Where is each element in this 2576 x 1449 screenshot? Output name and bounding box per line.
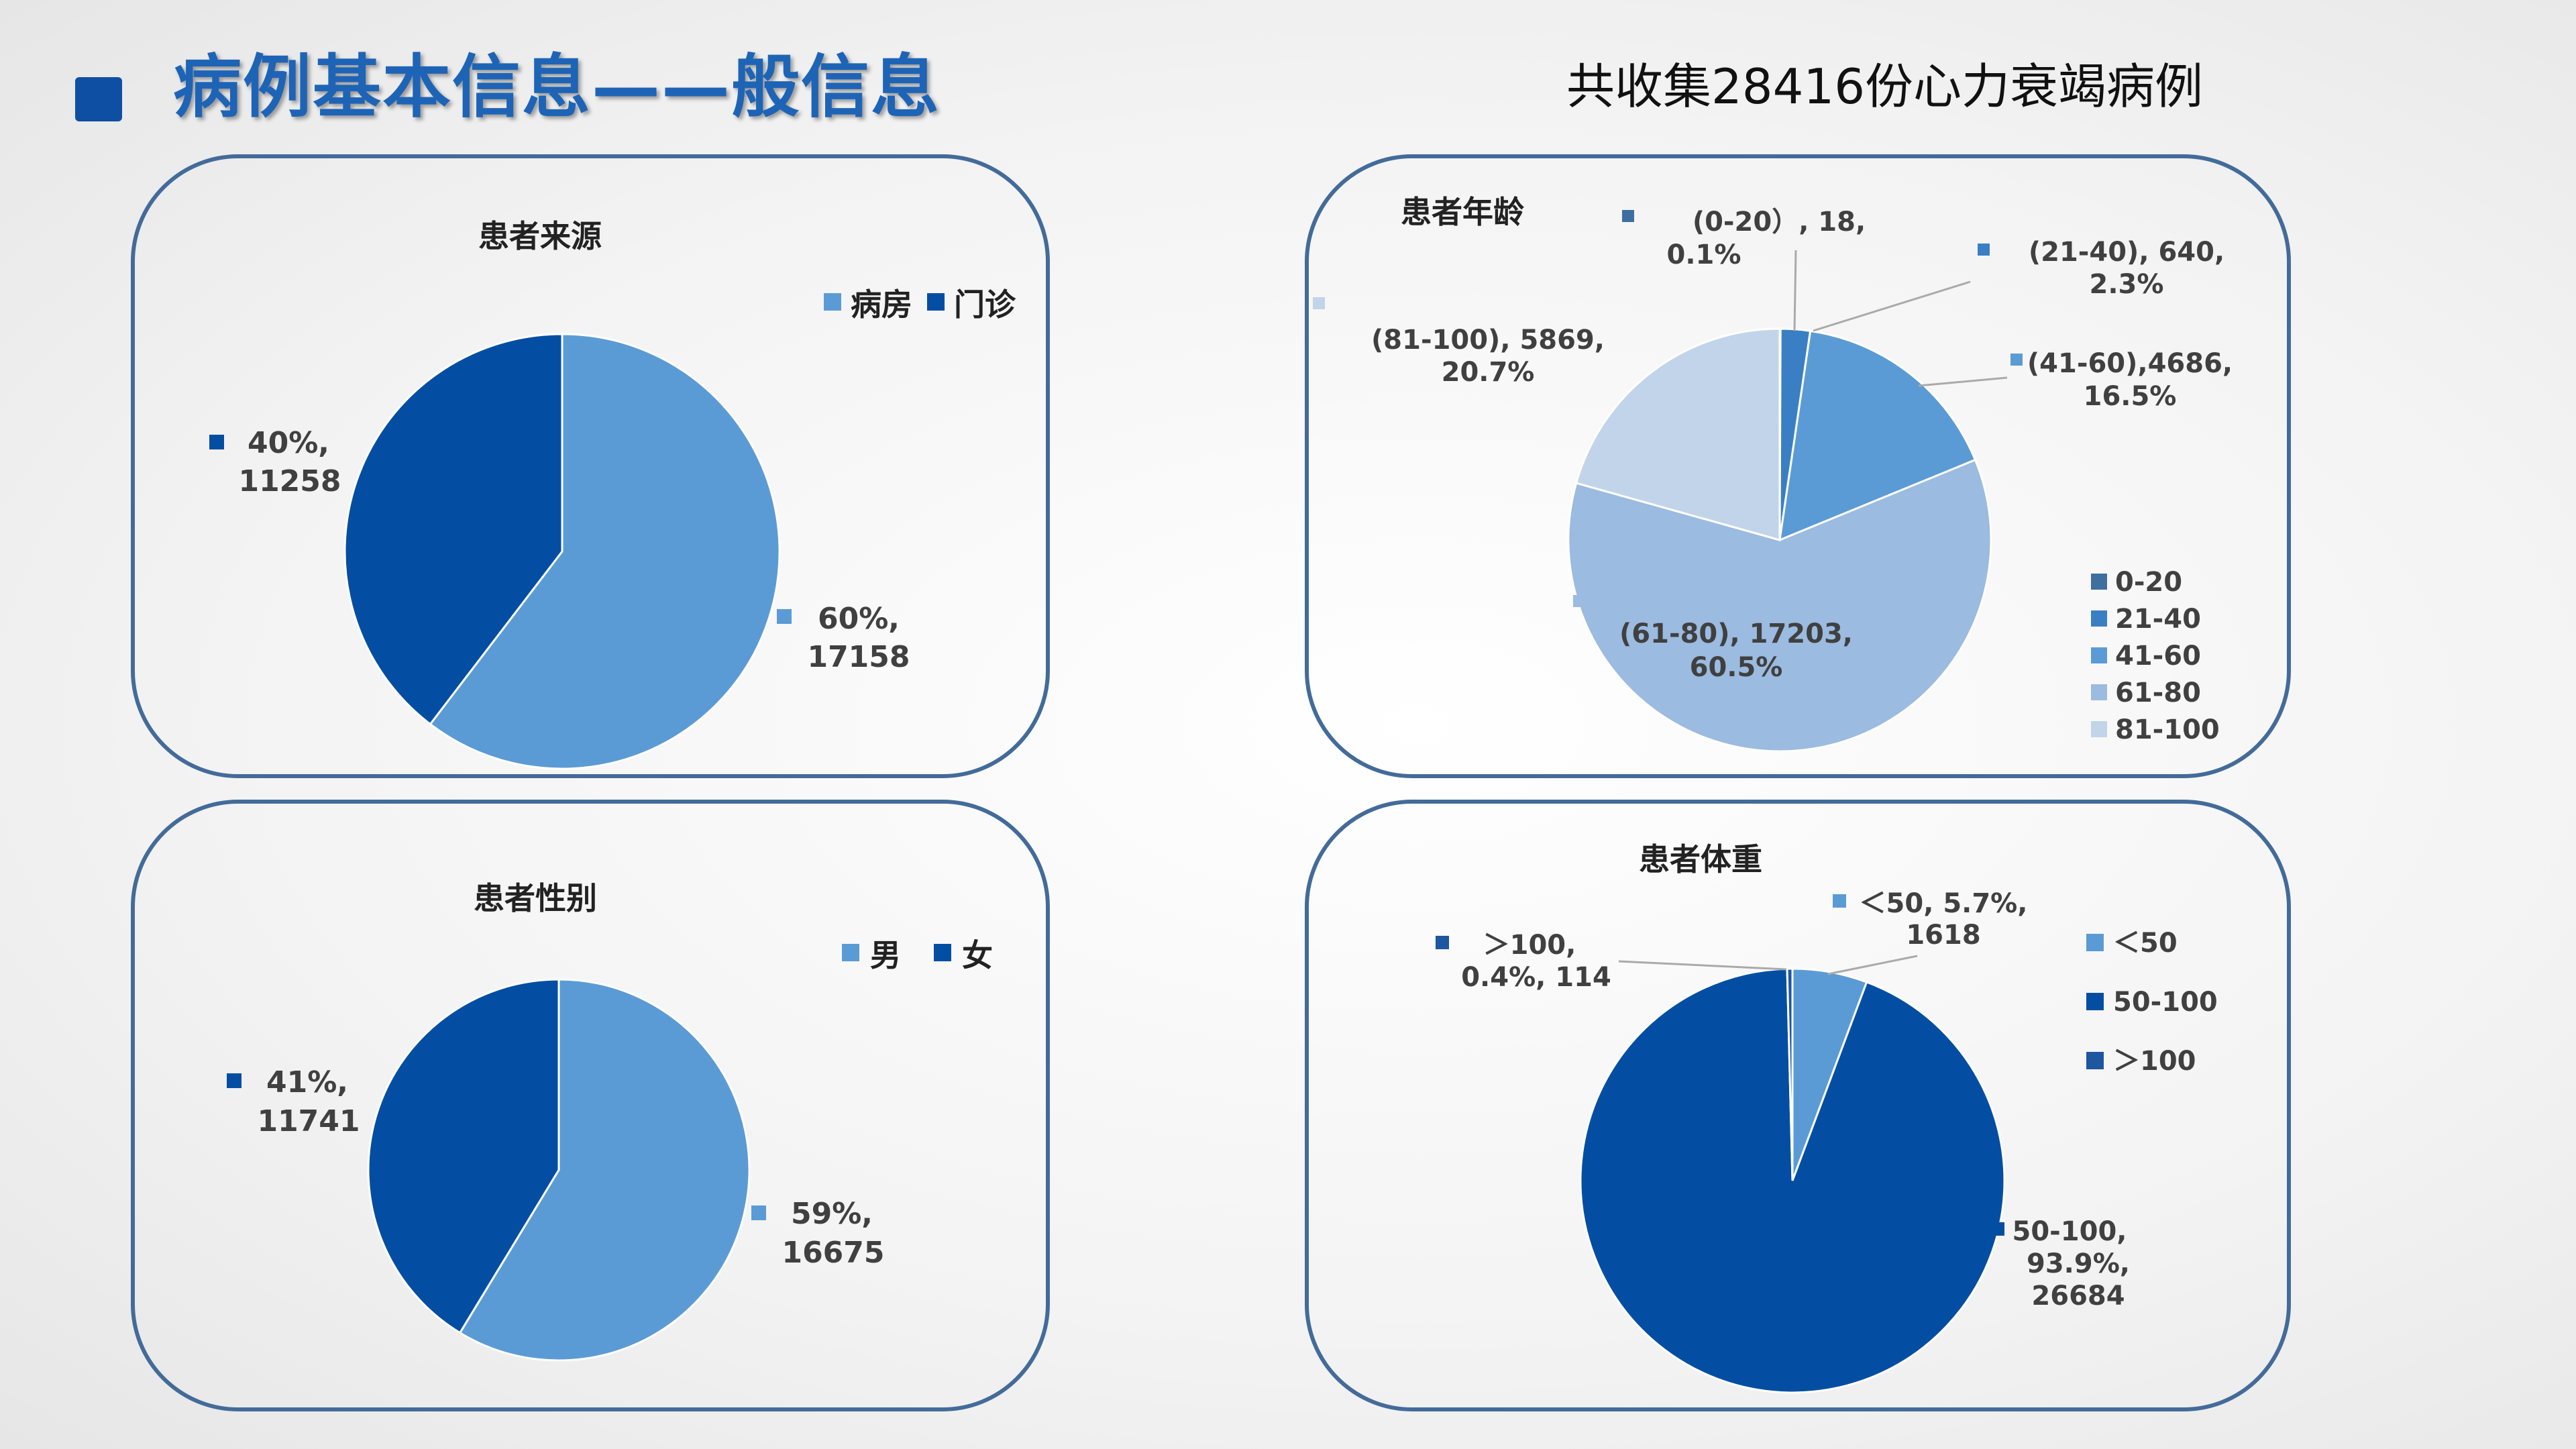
legend-label-age-81-100: 81-100 <box>2115 714 2220 745</box>
patient-gender-panel <box>131 800 1050 1411</box>
legend-swatch-weight-over-100 <box>2086 1052 2104 1069</box>
chart-title: 患者来源 <box>478 218 602 254</box>
data-label-marker <box>1573 595 1585 607</box>
legend-label-female: 女 <box>962 937 993 973</box>
data-label-marker <box>1622 210 1634 222</box>
legend-swatch-age-81-100 <box>2091 721 2107 737</box>
legend-swatch-age-21-40 <box>2091 610 2107 627</box>
legend-label-age-0-20: 0-20 <box>2115 567 2182 598</box>
legend-swatch-weight-under-50 <box>2086 934 2104 951</box>
data-label-weight-under-50-b: 1618 <box>1906 920 1980 951</box>
legend-label-age-61-80: 61-80 <box>2115 678 2201 708</box>
slice-female <box>367 978 560 1334</box>
data-label-marker <box>1833 894 1846 908</box>
legend-label-ward: 病房 <box>851 286 912 323</box>
patient-weight-panel <box>1305 800 2291 1411</box>
leader-line <box>1827 955 1918 975</box>
data-label-marker <box>1313 297 1325 309</box>
data-label-marker <box>227 1073 241 1088</box>
slice-age-81-100 <box>1574 327 1781 541</box>
patient-source-panel <box>131 154 1050 778</box>
data-label-marker <box>1991 1222 2004 1236</box>
legend-label-male: 男 <box>870 937 901 973</box>
slice-ward <box>429 333 781 770</box>
legend-label-age-21-40: 21-40 <box>2115 604 2201 635</box>
slice-weight-over-100 <box>1786 967 1794 1181</box>
data-label-outpatient-count: 11258 <box>238 464 341 498</box>
data-label-female-percent: 41%, <box>266 1065 348 1099</box>
data-label-outpatient-percent: 40%, <box>248 426 329 460</box>
patient-age-chart: 患者年龄 (0-20）, 18, 0.1% (21-40), 640, 2.3%… <box>1313 194 2233 753</box>
data-label-age-21-40-a: (21-40), 640, <box>2029 237 2224 268</box>
legend-label-outpatient: 门诊 <box>954 286 1016 323</box>
data-label-age-0-20-b: 0.1% <box>1667 239 1741 270</box>
summary-text: 共收集28416份心力衰竭病例 <box>1566 58 2204 115</box>
data-label-age-41-60-a: (41-60),4686, <box>2027 348 2233 379</box>
data-label-weight-over-100-b: 0.4%, 114 <box>1461 962 1611 993</box>
slice-age-41-60 <box>1778 329 1977 542</box>
patient-age-panel <box>1305 154 2291 778</box>
pie-slices <box>1579 967 2006 1394</box>
data-label-marker <box>751 1205 766 1220</box>
legend-swatch-ward <box>824 293 841 311</box>
chart-title: 患者性别 <box>474 880 597 916</box>
legend-label-weight-over-100: ＞100 <box>2113 1046 2196 1077</box>
data-label-age-61-80-a: (61-80), 17203, <box>1619 619 1853 649</box>
title-marker-square <box>75 77 122 121</box>
data-label-marker <box>2010 354 2023 366</box>
legend-swatch-male <box>842 944 859 961</box>
data-label-ward-percent: 60%, <box>818 602 900 636</box>
leader-line <box>1618 960 1787 971</box>
data-label-age-81-100-b: 20.7% <box>1442 357 1535 388</box>
data-label-weight-50-100-b: 93.9%, <box>2027 1248 2130 1279</box>
legend-label-age-41-60: 41-60 <box>2115 641 2201 672</box>
data-label-weight-50-100-a: 50-100, <box>2012 1216 2127 1247</box>
data-label-age-81-100-a: (81-100), 5869, <box>1371 325 1605 356</box>
data-label-age-21-40-b: 2.3% <box>2090 269 2164 300</box>
data-label-age-0-20-a: (0-20）, 18, <box>1693 207 1866 237</box>
legend-label-weight-50-100: 50-100 <box>2113 987 2218 1018</box>
data-label-marker <box>209 435 224 449</box>
chart-title: 患者年龄 <box>1401 194 1524 230</box>
data-label-marker <box>1436 936 1449 949</box>
legend-swatch-weight-50-100 <box>2086 993 2104 1010</box>
data-label-age-41-60-b: 16.5% <box>2084 381 2177 412</box>
pie-slices <box>367 978 751 1362</box>
leader-line <box>1813 280 1971 332</box>
legend-swatch-female <box>934 944 951 961</box>
patient-weight-chart: 患者体重 ＜50, 5.7%, 1618 ＞100, 0.4%, 114 50-… <box>1436 841 2218 1394</box>
data-label-male-count: 16675 <box>782 1236 884 1270</box>
leader-line <box>1918 376 2008 387</box>
page-title: 病例基本信息——般信息 <box>173 48 941 127</box>
data-label-male-percent: 59%, <box>791 1197 873 1231</box>
patient-gender-chart: 患者性别 男 女 41%, 11741 59%, 16675 <box>227 880 993 1362</box>
leader-line <box>1793 250 1797 331</box>
slice-outpatient <box>343 333 564 726</box>
legend-swatch-age-61-80 <box>2091 684 2107 700</box>
pie-slices <box>1567 327 1992 753</box>
data-label-weight-under-50-a: ＜50, 5.7%, <box>1860 888 2028 919</box>
pie-slices <box>343 333 781 770</box>
patient-source-chart: 患者来源 病房 门诊 40%, 11258 60%, 17158 <box>209 218 1016 770</box>
chart-title: 患者体重 <box>1639 841 1762 877</box>
data-label-ward-count: 17158 <box>807 640 910 674</box>
legend-swatch-age-41-60 <box>2091 647 2107 663</box>
data-label-age-61-80-b: 60.5% <box>1690 652 1783 683</box>
legend-swatch-age-0-20 <box>2091 574 2107 590</box>
data-label-marker <box>777 609 792 624</box>
slice-male <box>458 978 751 1362</box>
data-label-weight-over-100-a: ＞100, <box>1483 930 1576 961</box>
data-label-marker <box>1978 244 1990 256</box>
data-label-weight-50-100-c: 26684 <box>2031 1281 2125 1311</box>
legend-label-weight-under-50: ＜50 <box>2113 928 2178 959</box>
legend-swatch-outpatient <box>927 293 945 311</box>
data-label-female-count: 11741 <box>257 1104 360 1138</box>
